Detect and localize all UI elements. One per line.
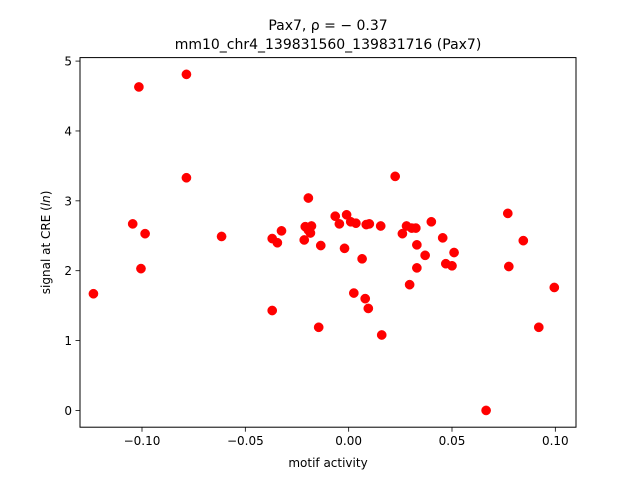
data-point bbox=[140, 228, 150, 239]
y-tick-label: 0 bbox=[64, 404, 72, 418]
data-point bbox=[376, 330, 387, 340]
data-point bbox=[267, 305, 278, 316]
x-tick-label: 0.10 bbox=[542, 434, 569, 448]
data-point bbox=[330, 211, 341, 222]
data-point bbox=[412, 240, 422, 250]
data-point bbox=[181, 172, 192, 183]
data-point bbox=[410, 223, 421, 233]
data-point bbox=[306, 221, 317, 231]
x-tick-label: −0.05 bbox=[227, 434, 264, 448]
x-tick-label: −0.10 bbox=[124, 434, 161, 448]
data-point bbox=[303, 193, 314, 203]
data-point bbox=[216, 231, 227, 242]
chart-title-line-1: Pax7, ρ = − 0.37 bbox=[268, 18, 387, 34]
data-point bbox=[426, 216, 437, 227]
data-point bbox=[404, 279, 415, 290]
data-point bbox=[503, 261, 514, 272]
y-tick-label: 3 bbox=[64, 194, 72, 208]
data-point bbox=[299, 235, 310, 245]
data-point bbox=[364, 219, 375, 229]
x-tick-label: 0.00 bbox=[335, 434, 362, 448]
y-axis-label: signal at CRE (ln) bbox=[39, 191, 53, 295]
data-point bbox=[181, 69, 192, 80]
data-point bbox=[375, 221, 386, 231]
data-point bbox=[313, 322, 324, 333]
data-point bbox=[136, 263, 146, 274]
data-point bbox=[533, 322, 544, 333]
data-point bbox=[412, 263, 422, 273]
data-point bbox=[363, 303, 374, 314]
y-tick-label: 2 bbox=[64, 264, 72, 278]
data-point bbox=[502, 208, 513, 219]
data-point bbox=[339, 243, 350, 254]
data-point bbox=[390, 171, 401, 182]
y-tick-label: 4 bbox=[64, 124, 72, 138]
data-point bbox=[397, 228, 408, 239]
x-axis: −0.10 −0.05 0.00 0.05 0.10 bbox=[124, 427, 569, 448]
plot-frame bbox=[79, 57, 577, 428]
data-point bbox=[351, 218, 361, 229]
data-point bbox=[549, 282, 560, 293]
y-tick-label: 1 bbox=[64, 334, 72, 348]
data-point bbox=[481, 405, 491, 416]
x-tick-label: 0.05 bbox=[439, 434, 466, 448]
data-point bbox=[420, 250, 430, 261]
chart-title-line-2: mm10_chr4_139831560_139831716 (Pax7) bbox=[175, 37, 482, 53]
data-point bbox=[360, 293, 371, 304]
x-axis-label: motif activity bbox=[288, 456, 367, 470]
data-point bbox=[127, 219, 138, 229]
data-point bbox=[272, 237, 283, 248]
data-point bbox=[518, 235, 529, 246]
data-point bbox=[276, 226, 287, 236]
y-axis: 0 1 2 3 4 5 bbox=[64, 55, 80, 418]
data-point bbox=[315, 240, 326, 251]
data-point bbox=[447, 260, 457, 271]
y-tick-label: 5 bbox=[64, 55, 72, 69]
data-point bbox=[88, 288, 99, 299]
data-point bbox=[334, 219, 345, 229]
points-layer bbox=[88, 69, 560, 416]
data-point bbox=[134, 82, 144, 92]
data-point bbox=[449, 247, 459, 258]
data-point bbox=[437, 233, 448, 243]
data-point bbox=[357, 253, 367, 264]
data-point bbox=[348, 288, 359, 298]
